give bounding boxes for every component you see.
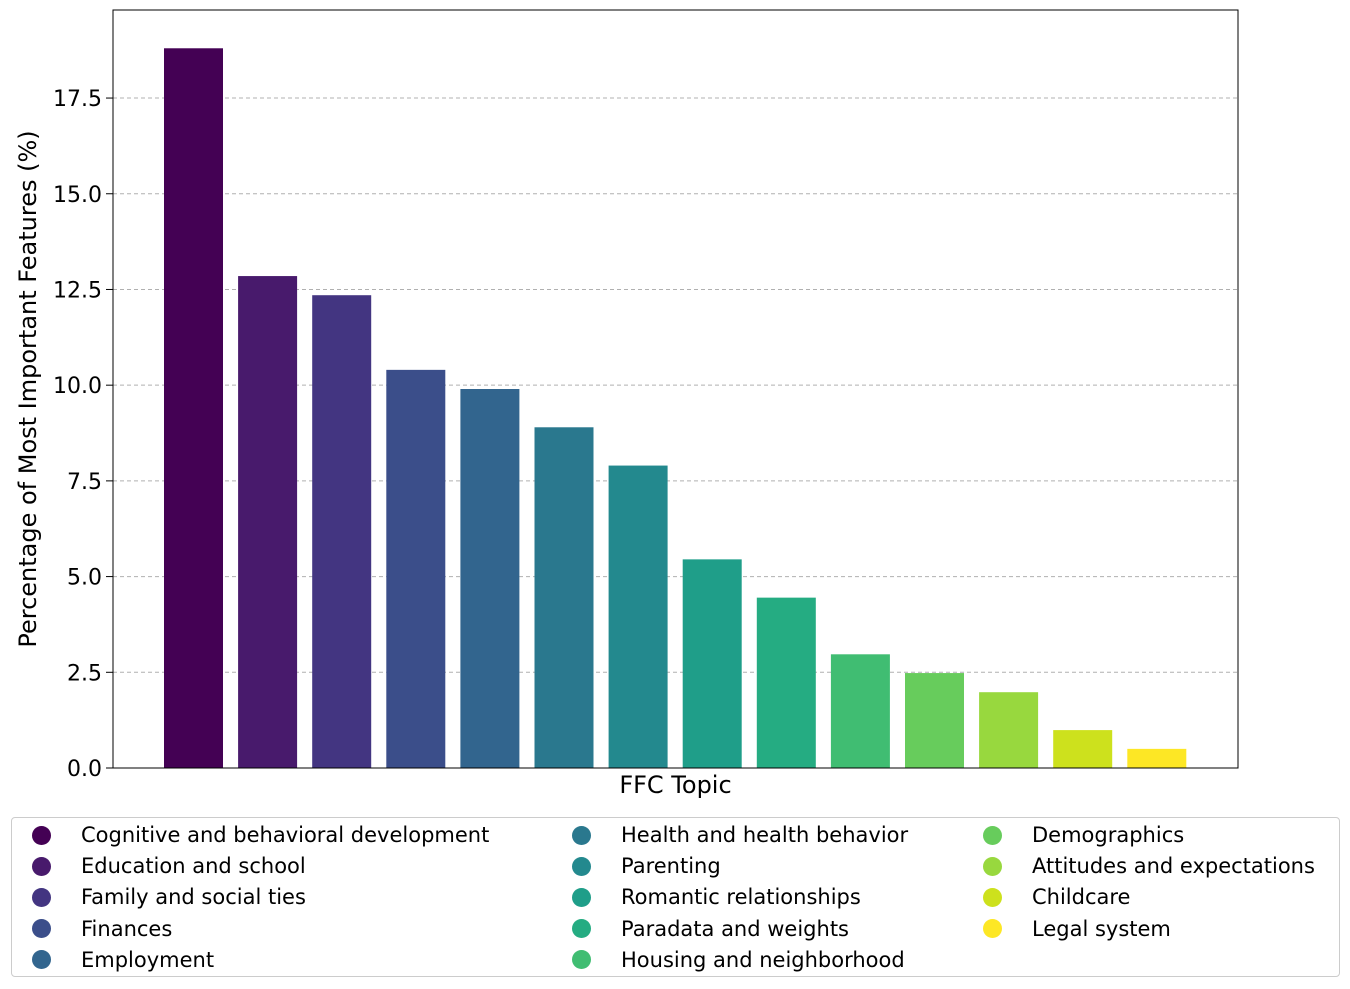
legend-item: Demographics xyxy=(983,821,1184,849)
legend-item: Education and school xyxy=(32,852,306,880)
bar xyxy=(756,597,816,768)
bar xyxy=(534,427,594,768)
legend-item: Paradata and weights xyxy=(572,915,849,943)
bar xyxy=(1053,730,1113,768)
legend-item: Parenting xyxy=(572,852,721,880)
bar xyxy=(312,295,372,768)
legend-item: Attitudes and expectations xyxy=(983,852,1315,880)
legend-marker xyxy=(983,825,1002,845)
y-tick-label: 15.0 xyxy=(53,183,102,208)
legend-marker xyxy=(572,950,591,970)
legend-item: Health and health behavior xyxy=(572,821,908,849)
grid-lines xyxy=(113,97,1238,673)
y-tick-label: 17.5 xyxy=(53,87,102,112)
legend-item: Legal system xyxy=(983,915,1171,943)
legend-label: Finances xyxy=(81,916,173,941)
y-axis-ticks: 0.0 2.5 5.0 7.5 10.0 12.5 15.0 17.5 xyxy=(53,87,113,782)
legend-marker xyxy=(572,887,591,907)
legend-item: Finances xyxy=(32,915,172,943)
legend-label: Employment xyxy=(81,947,215,972)
legend-label: Demographics xyxy=(1032,823,1185,847)
legend-marker xyxy=(32,887,51,907)
bar xyxy=(979,692,1039,768)
legend-marker xyxy=(32,950,51,970)
y-tick-label: 2.5 xyxy=(67,661,102,686)
legend-marker xyxy=(983,887,1002,907)
x-axis-label: FFC Topic xyxy=(619,771,731,799)
legend-marker xyxy=(983,919,1002,939)
legend-marker xyxy=(572,919,591,939)
legend-label: Housing and neighborhood xyxy=(621,947,905,972)
legend: Cognitive and behavioral development Educ… xyxy=(11,817,1340,977)
legend-item: Cognitive and behavioral development xyxy=(32,821,489,849)
bars xyxy=(164,48,1187,768)
legend-label: Cognitive and behavioral development xyxy=(81,823,490,847)
bar-chart: 0.0 2.5 5.0 7.5 10.0 12.5 15.0 17.5 FFC Topic P… xyxy=(14,9,1239,799)
legend-marker xyxy=(572,825,591,845)
bar xyxy=(386,369,446,768)
bar xyxy=(608,465,668,768)
y-tick-label: 5.0 xyxy=(67,566,102,591)
legend-label: Family and social ties xyxy=(81,885,306,910)
legend-marker xyxy=(32,919,51,939)
bar xyxy=(905,673,964,768)
legend-item: Romantic relationships xyxy=(572,883,861,911)
y-axis-label: Percentage of Most Important Features (%… xyxy=(14,130,42,647)
y-tick-label: 7.5 xyxy=(67,470,102,495)
legend-label: Legal system xyxy=(1032,916,1171,941)
bar xyxy=(238,276,298,768)
legend-item: Housing and neighborhood xyxy=(572,946,905,974)
legend-label: Parenting xyxy=(621,854,721,879)
y-tick-label: 12.5 xyxy=(53,278,102,303)
legend-marker xyxy=(572,856,591,876)
y-tick-label: 10.0 xyxy=(53,374,102,399)
legend-marker xyxy=(32,825,51,845)
legend-label: Health and health behavior xyxy=(621,823,909,847)
legend-label: Romantic relationships xyxy=(621,885,861,910)
legend-label: Attitudes and expectations xyxy=(1032,854,1315,879)
legend-marker xyxy=(983,856,1002,876)
legend-item: Employment xyxy=(32,946,214,974)
legend-label: Childcare xyxy=(1032,885,1131,910)
y-tick-label: 0.0 xyxy=(67,757,102,782)
legend-item: Childcare xyxy=(983,883,1130,911)
bar xyxy=(1127,748,1187,768)
legend-marker xyxy=(32,856,51,876)
bar xyxy=(830,654,890,768)
bar xyxy=(460,389,520,768)
bar xyxy=(164,48,223,768)
bar xyxy=(682,559,742,768)
legend-item: Family and social ties xyxy=(32,883,306,911)
legend-label: Education and school xyxy=(81,854,306,879)
legend-label: Paradata and weights xyxy=(621,916,849,941)
plot-frame xyxy=(112,9,1239,769)
